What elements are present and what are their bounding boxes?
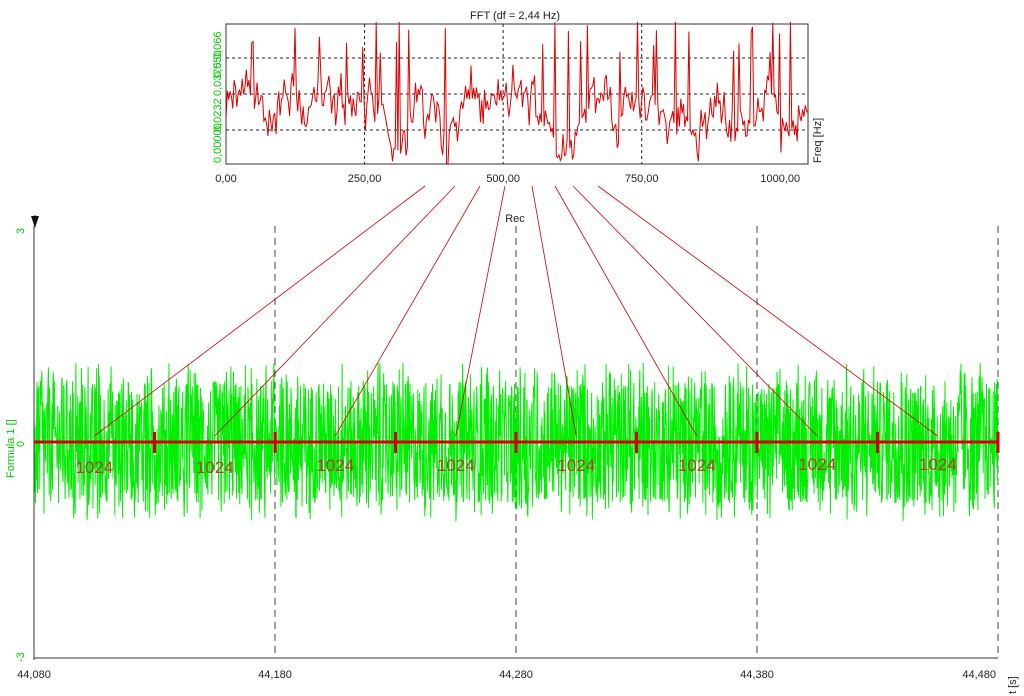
block-label: 1024 [196, 458, 234, 477]
fft-y-tick-label: 0,066 [212, 31, 224, 59]
rec-title: Rec [505, 213, 525, 225]
block-label: 1024 [798, 455, 836, 474]
fft-y-tick-label: 0,00000 [212, 123, 224, 163]
fft-x-tick-label: 750,00 [625, 173, 659, 185]
block-label: 1024 [678, 456, 716, 475]
fft-trace [225, 21, 809, 165]
fft-y-tick-label: 0,050 [212, 50, 224, 78]
fft-title: FFT (df = 2,44 Hz) [470, 10, 560, 22]
fft-grid [226, 24, 808, 164]
rec-y-max-label: 3 [15, 228, 27, 234]
fft-x-tick-label: 250,00 [348, 173, 382, 185]
block-connector-line [554, 185, 698, 437]
fft-y-tick-label: 0,0375 [212, 62, 224, 96]
fft-plot-area [225, 21, 809, 165]
rec-x-tick-label: 44,380 [740, 669, 774, 681]
rec-y-zero-label: 0 [15, 441, 27, 447]
fft-x-axis: 0,00 250,00 500,00 750,00 1000,00 [215, 173, 800, 185]
block-connector-line [455, 185, 506, 437]
rec-x-tick-label: 44,480 [962, 669, 996, 681]
block-connector-line [214, 185, 456, 437]
block-connector-line [597, 185, 938, 437]
block-labels: 1024 1024 1024 1024 1024 1024 1024 1024 [75, 455, 956, 477]
block-connector-line [531, 185, 577, 437]
fft-x-tick-label: 500,00 [486, 173, 520, 185]
block-label: 1024 [437, 456, 475, 475]
rec-y-axis-label: Formula 1 [] [5, 419, 17, 478]
fft-x-tick-label: 1000,00 [760, 173, 800, 185]
fft-y-tick-label: 0,0232 [212, 98, 224, 132]
rec-x-tick-label: 44,180 [258, 669, 292, 681]
block-connector-lines [94, 185, 938, 437]
rec-x-axis: 44,080 44,180 44,280 44,380 44,480 [17, 669, 996, 681]
rec-y-axis: 3 0 -3 Formula 1 [] [5, 228, 27, 662]
fft-x-unit-label: Freq [Hz] [812, 118, 824, 163]
rec-x-tick-label: 44,280 [499, 669, 533, 681]
block-axis [34, 432, 1000, 453]
rec-x-unit-label: t [s] [1007, 676, 1019, 694]
block-connector-line [94, 185, 426, 437]
block-label: 1024 [316, 456, 354, 475]
cursor-handle[interactable] [32, 215, 38, 221]
block-connector-line [572, 185, 818, 437]
rec-y-min-label: -3 [15, 652, 27, 662]
block-connector-line [334, 185, 481, 437]
block-label: 1024 [919, 455, 957, 474]
fft-y-axis: 0,00000 0,0232 0,0375 0,050 0,066 [212, 31, 224, 163]
block-label: 1024 [75, 458, 113, 477]
fft-x-tick-label: 0,00 [215, 173, 236, 185]
rec-x-tick-label: 44,080 [17, 669, 51, 681]
block-label: 1024 [557, 456, 595, 475]
